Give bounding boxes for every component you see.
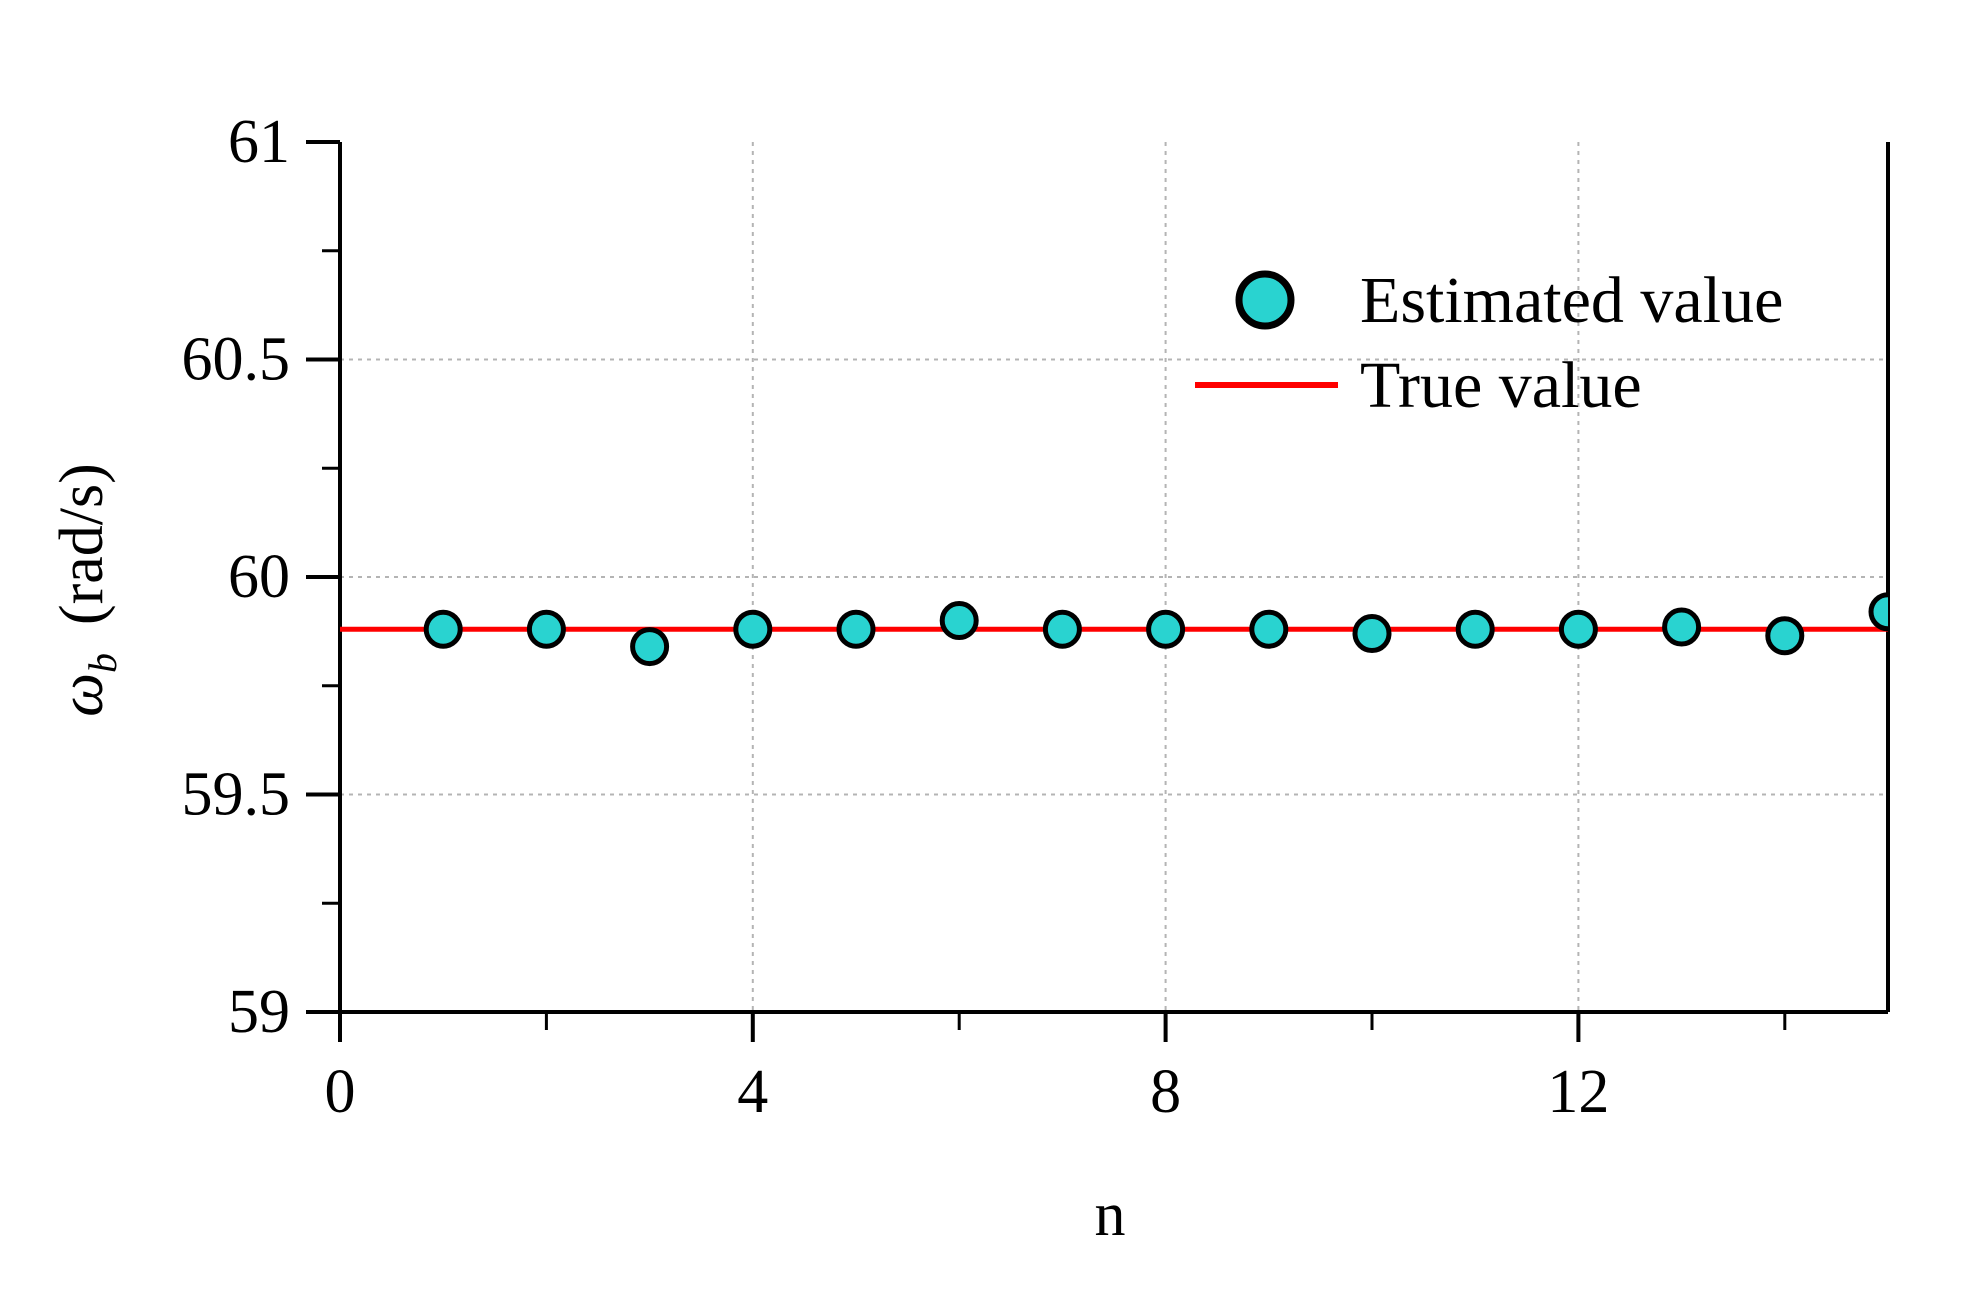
data-point bbox=[1662, 607, 1702, 647]
data-point bbox=[1042, 609, 1082, 649]
y-tick-label: 59 bbox=[228, 978, 290, 1046]
grid-lines bbox=[340, 142, 1888, 1012]
legend-label-estimated: Estimated value bbox=[1360, 264, 1783, 337]
x-tick-label: 0 bbox=[325, 1058, 356, 1126]
y-tick-label: 59.5 bbox=[182, 761, 291, 829]
data-point bbox=[1455, 609, 1495, 649]
y-tick-label: 61 bbox=[228, 108, 290, 176]
data-point bbox=[423, 609, 463, 649]
legend-marker-estimated bbox=[1235, 270, 1295, 330]
y-tick-label: 60.5 bbox=[182, 326, 291, 394]
data-point bbox=[1249, 609, 1289, 649]
y-axis-label-symbol: ω bbox=[48, 673, 116, 717]
data-point bbox=[630, 627, 670, 667]
x-tick-label: 8 bbox=[1150, 1058, 1181, 1126]
data-point bbox=[526, 609, 566, 649]
data-point bbox=[1765, 616, 1805, 656]
x-axis-label: n bbox=[1095, 1181, 1126, 1249]
y-axis-label-subscript: b bbox=[80, 653, 125, 673]
data-point bbox=[939, 601, 979, 640]
data-point bbox=[1868, 592, 1888, 632]
x-tick-label: 4 bbox=[737, 1058, 768, 1126]
data-point bbox=[1352, 614, 1392, 654]
y-axis-label: ωb (rad/s) bbox=[48, 463, 125, 717]
legend: Estimated value True value bbox=[1195, 264, 1783, 422]
y-axis-label-unit: (rad/s) bbox=[48, 463, 116, 625]
estimated-value-series bbox=[423, 592, 1888, 667]
legend-label-true: True value bbox=[1360, 349, 1642, 422]
axis-ticks bbox=[306, 140, 1787, 1042]
data-point bbox=[1558, 609, 1598, 649]
x-tick-label: 12 bbox=[1547, 1058, 1609, 1126]
y-tick-label: 60 bbox=[228, 543, 290, 611]
data-point bbox=[1146, 609, 1186, 649]
data-point bbox=[836, 609, 876, 649]
tick-labels: 59 59.5 60 60.5 61 0 4 8 12 bbox=[182, 108, 1610, 1126]
data-point bbox=[733, 609, 773, 649]
